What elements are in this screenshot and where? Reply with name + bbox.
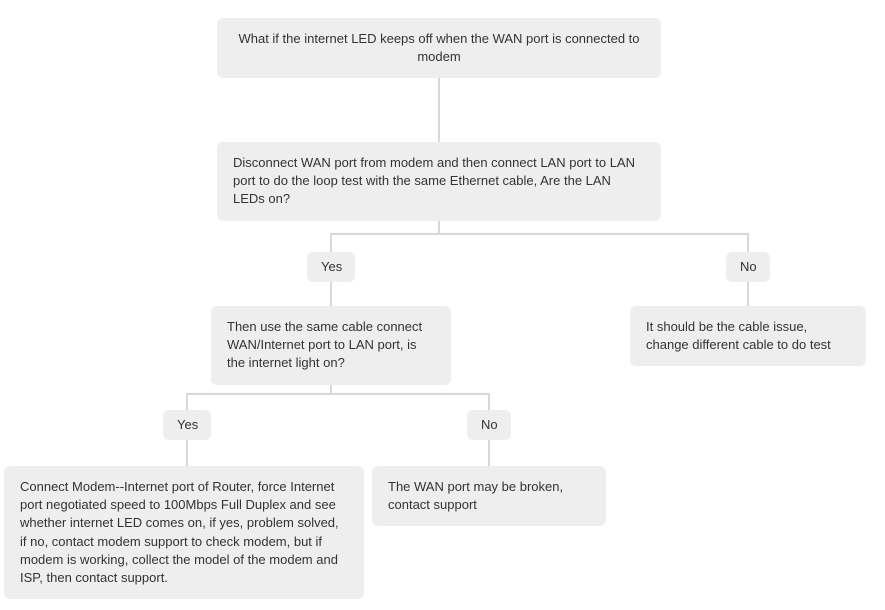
- node-question-2: Then use the same cable connect WAN/Inte…: [211, 306, 451, 385]
- node-result-cable-issue: It should be the cable issue, change dif…: [630, 306, 866, 366]
- branch-yes-2: Yes: [163, 410, 211, 440]
- node-question-1: Disconnect WAN port from modem and then …: [217, 142, 661, 221]
- node-root: What if the internet LED keeps off when …: [217, 18, 661, 78]
- connector-edge: [331, 216, 439, 252]
- node-result-modem-steps: Connect Modem--Internet port of Router, …: [4, 466, 364, 599]
- branch-no-2: No: [467, 410, 511, 440]
- connector-edge: [439, 216, 748, 252]
- branch-no-1: No: [726, 252, 770, 282]
- node-result-wan-broken: The WAN port may be broken, contact supp…: [372, 466, 606, 526]
- branch-yes-1: Yes: [307, 252, 355, 282]
